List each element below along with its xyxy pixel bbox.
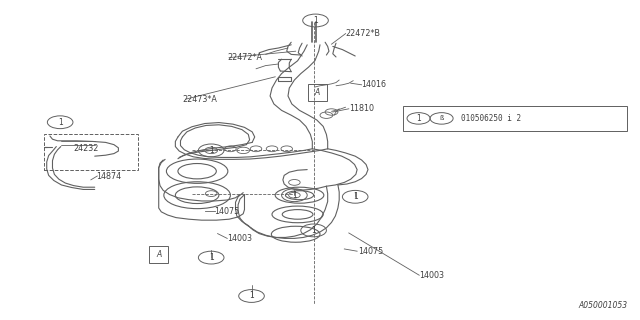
Text: A: A: [315, 88, 320, 97]
Text: 22473*A: 22473*A: [182, 95, 217, 104]
Bar: [44, 134, 138, 170]
Text: 14003: 14003: [419, 271, 444, 280]
Bar: [308, 84, 327, 101]
Text: 14003: 14003: [227, 234, 252, 243]
Text: 010506250 i 2: 010506250 i 2: [461, 114, 521, 123]
Text: 1: 1: [292, 191, 297, 200]
Text: ß: ß: [440, 116, 444, 121]
Text: 1: 1: [249, 292, 254, 300]
Text: A: A: [156, 250, 161, 259]
Text: 14016: 14016: [362, 80, 387, 89]
Text: A050001053: A050001053: [578, 301, 627, 310]
Text: 14075: 14075: [358, 247, 383, 256]
Text: 1: 1: [416, 114, 421, 123]
Text: 11810: 11810: [349, 104, 374, 113]
Text: 1: 1: [313, 16, 318, 25]
Text: 14075: 14075: [214, 207, 239, 216]
Text: 1: 1: [209, 146, 214, 155]
Text: 24232: 24232: [74, 144, 99, 153]
Text: 1: 1: [353, 192, 358, 201]
Text: 22472*A: 22472*A: [227, 53, 262, 62]
Text: 14874: 14874: [96, 172, 121, 180]
Bar: [149, 246, 168, 263]
Text: 1: 1: [311, 226, 316, 235]
Text: 1: 1: [209, 253, 214, 262]
Text: 22472*B: 22472*B: [346, 29, 381, 38]
Bar: [403, 106, 627, 131]
Text: 1: 1: [58, 118, 63, 127]
